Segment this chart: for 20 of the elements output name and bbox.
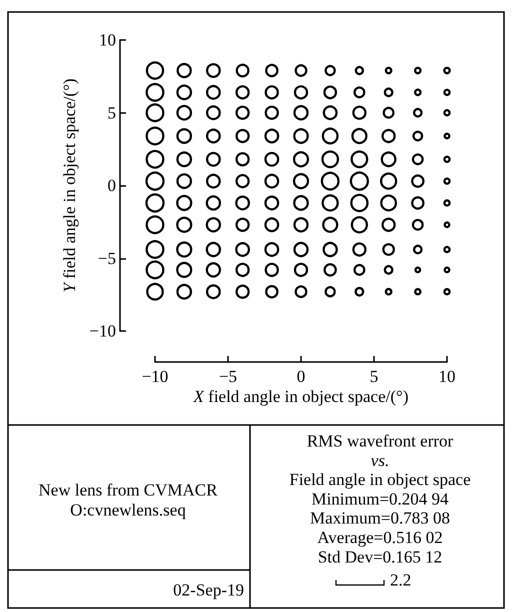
x-tick-label: 5 bbox=[370, 367, 378, 386]
text: 2.2 bbox=[390, 570, 412, 590]
x-axis-title: X field angle in object space/(°) bbox=[192, 387, 408, 406]
text: Average=0.516 02 bbox=[317, 528, 443, 547]
x-tick-label: −10 bbox=[142, 367, 168, 386]
y-tick-label: 0 bbox=[108, 176, 116, 195]
y-tick-label: −10 bbox=[89, 322, 116, 340]
text: Std Dev=0.165 12 bbox=[318, 547, 442, 566]
y-tick-label: 5 bbox=[108, 103, 116, 122]
y-tick-label: 10 bbox=[99, 30, 116, 50]
text: 02-Sep-19 bbox=[173, 580, 244, 600]
y-tick-label: −5 bbox=[98, 248, 116, 268]
x-tick-label: 10 bbox=[438, 367, 456, 386]
x-tick-label: −5 bbox=[218, 367, 238, 386]
text: Maximum=0.783 08 bbox=[310, 508, 450, 528]
y-axis-title: Y field angle in object space/(°) bbox=[60, 78, 79, 293]
x-tick-label: 0 bbox=[296, 367, 306, 386]
text: RMS wavefront error vs. Field angle in object space bbox=[289, 432, 471, 490]
text: Minimum=0.204 94 bbox=[311, 489, 450, 508]
text: New lens from CVMACR O:cvnewlens.seq bbox=[38, 480, 218, 520]
